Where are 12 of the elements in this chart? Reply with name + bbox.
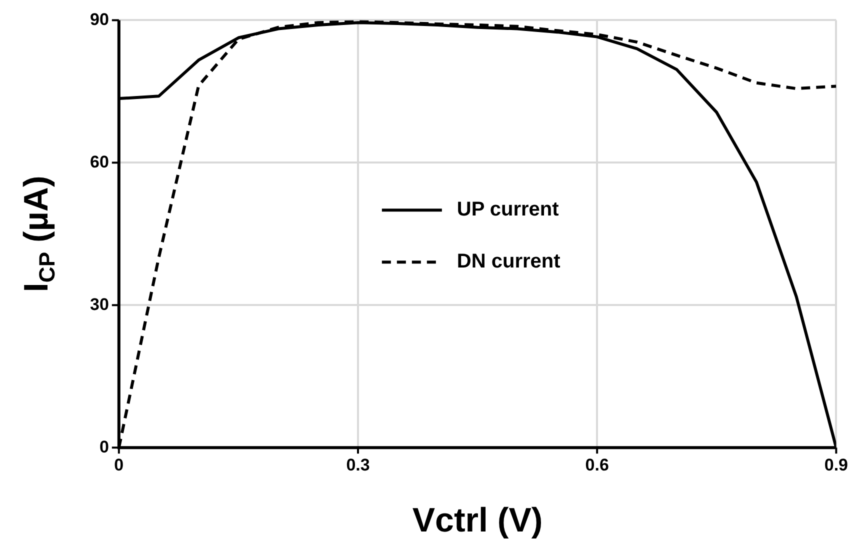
- y-tick-label: 30: [90, 294, 109, 314]
- x-tick-label: 0: [114, 455, 124, 474]
- y-tick-label: 0: [99, 437, 109, 456]
- x-tick-label: 0.3: [346, 455, 370, 474]
- y-tick-label: 90: [90, 10, 109, 29]
- x-tick-label: 0.6: [585, 455, 609, 474]
- y-tick-label: 60: [90, 152, 109, 172]
- x-axis-title: Vctrl (V): [412, 501, 543, 540]
- x-tick-label: 0.9: [824, 455, 848, 474]
- legend-label: UP current: [456, 198, 560, 221]
- legend-label: DN current: [456, 250, 561, 273]
- y-axis-title: ICP (µA): [17, 176, 60, 292]
